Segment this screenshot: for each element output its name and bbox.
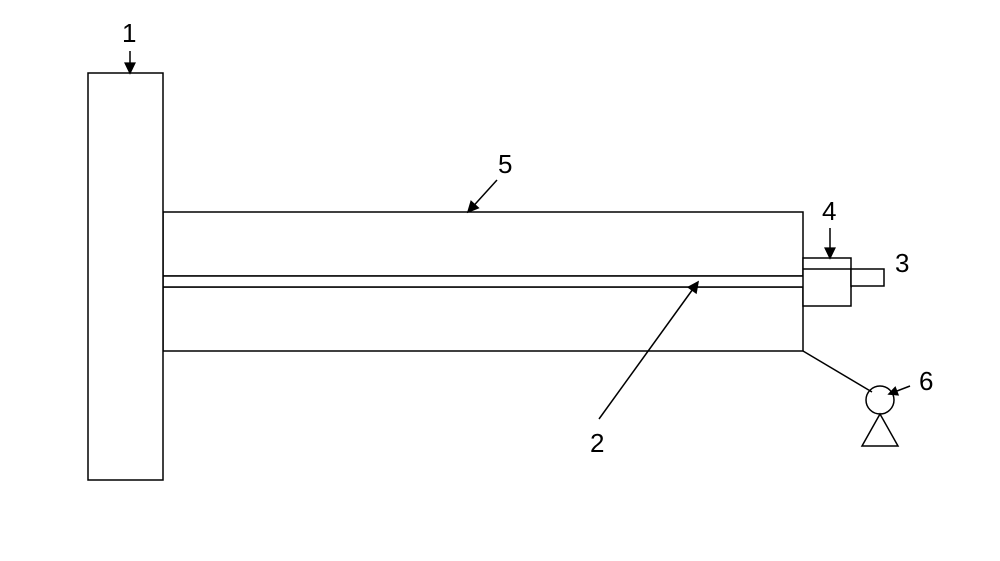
label-1: 1 <box>122 18 136 49</box>
label-2: 2 <box>590 428 604 459</box>
label-4: 4 <box>822 196 836 227</box>
diagram-canvas <box>0 0 1000 561</box>
label-5: 5 <box>498 149 512 180</box>
label-6: 6 <box>919 366 933 397</box>
label-3: 3 <box>895 248 909 279</box>
